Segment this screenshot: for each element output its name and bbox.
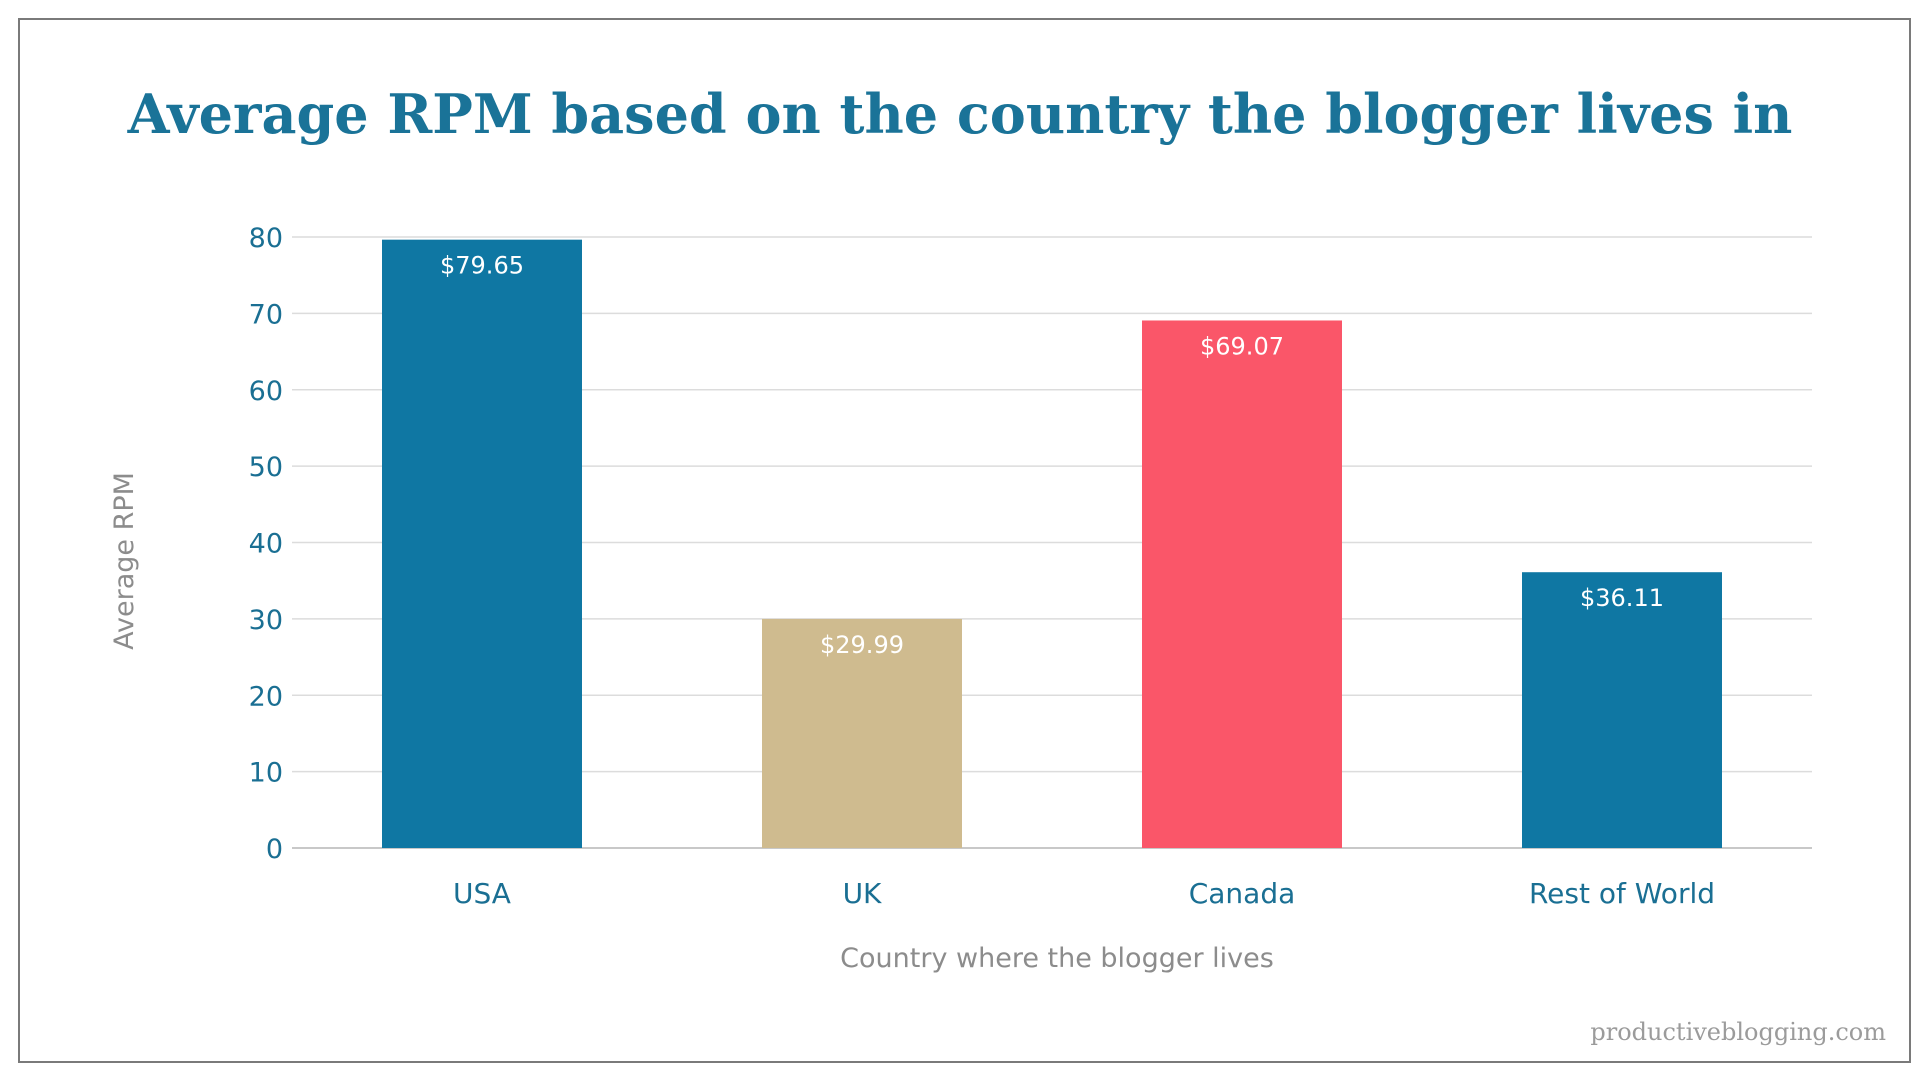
x-tick-label: Rest of World bbox=[1529, 877, 1715, 910]
y-tick-label: 60 bbox=[249, 376, 283, 407]
y-axis-title: Average RPM bbox=[109, 472, 140, 650]
x-tick-label: UK bbox=[843, 877, 882, 910]
y-tick-label: 80 bbox=[249, 223, 283, 254]
x-axis-title: Country where the blogger lives bbox=[840, 943, 1274, 974]
data-label: $29.99 bbox=[820, 631, 904, 659]
y-tick-label: 0 bbox=[266, 834, 283, 865]
data-label: $36.11 bbox=[1580, 584, 1664, 612]
y-tick-label: 20 bbox=[249, 681, 283, 712]
x-tick-label: USA bbox=[453, 877, 511, 910]
data-label: $79.65 bbox=[440, 252, 524, 280]
chart-frame bbox=[18, 18, 1911, 1063]
y-tick-label: 10 bbox=[249, 758, 283, 789]
x-tick-label: Canada bbox=[1189, 877, 1296, 910]
x-axis-categories: USA UK Canada Rest of World bbox=[453, 877, 1715, 910]
y-tick-label: 50 bbox=[249, 452, 283, 483]
y-axis-ticks: 0 10 20 30 40 50 60 70 80 bbox=[249, 223, 283, 865]
bar-rest-of-world bbox=[1522, 572, 1722, 848]
chart-title: Average RPM based on the country the blo… bbox=[127, 82, 1793, 146]
y-tick-label: 30 bbox=[249, 605, 283, 636]
y-tick-label: 70 bbox=[249, 299, 283, 330]
bar-usa bbox=[382, 239, 582, 849]
bar-canada bbox=[1142, 320, 1342, 848]
bar-uk bbox=[762, 618, 962, 848]
y-tick-label: 40 bbox=[249, 529, 283, 560]
data-labels: $79.65 $29.99 $69.07 $36.11 bbox=[440, 252, 1664, 659]
data-label: $69.07 bbox=[1200, 332, 1284, 360]
bars bbox=[382, 239, 1722, 849]
watermark: productiveblogging.com bbox=[1590, 1018, 1886, 1046]
